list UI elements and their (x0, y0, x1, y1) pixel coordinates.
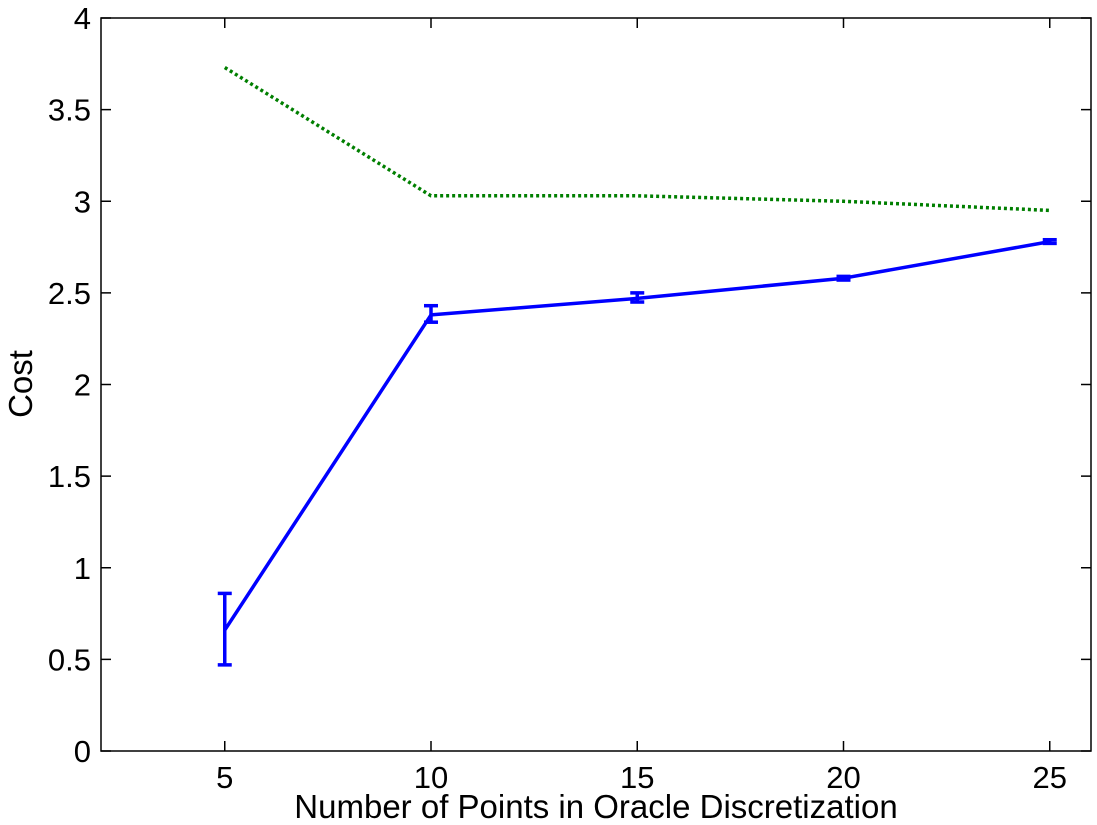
y-tick-label: 1.5 (48, 459, 91, 494)
y-tick-label: 0.5 (48, 642, 91, 677)
y-tick-label: 3 (74, 184, 91, 219)
x-axis-label: Number of Points in Oracle Discretizatio… (294, 788, 897, 825)
y-tick-label: 4 (74, 1, 91, 36)
error-bar (836, 274, 851, 282)
y-tick-label: 2 (74, 368, 91, 403)
error-bar (217, 591, 232, 667)
y-tick-label: 1 (74, 551, 91, 586)
y-axis-label: Cost (2, 350, 39, 418)
labels-layer: 0 0.5 1 1.5 2 2.5 3 3.5 4 5 10 15 20 25 (48, 1, 1067, 795)
ticks-layer (101, 17, 1091, 752)
series-layer (217, 66, 1057, 667)
error-bar (1042, 237, 1057, 246)
x-tick-label: 5 (216, 760, 233, 795)
y-tick-label: 3.5 (48, 93, 91, 128)
x-tick-label: 25 (1033, 760, 1067, 795)
x-tick-label: 15 (620, 760, 654, 795)
error-bar (424, 303, 438, 324)
y-tick-label: 0 (74, 734, 91, 769)
x-tick-label: 20 (826, 760, 860, 795)
plot-area (100, 17, 1092, 752)
x-tick-label: 10 (414, 760, 448, 795)
y-tick-label: 2.5 (48, 276, 91, 311)
error-bar (630, 291, 645, 304)
